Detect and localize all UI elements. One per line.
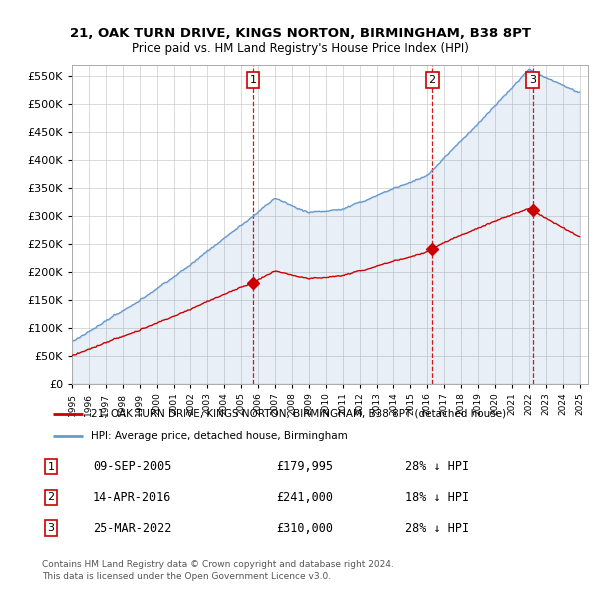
- Text: 25-MAR-2022: 25-MAR-2022: [93, 522, 172, 535]
- Text: £241,000: £241,000: [276, 491, 333, 504]
- Text: 21, OAK TURN DRIVE, KINGS NORTON, BIRMINGHAM, B38 8PT (detached house): 21, OAK TURN DRIVE, KINGS NORTON, BIRMIN…: [91, 409, 506, 418]
- Text: 3: 3: [529, 75, 536, 85]
- Text: 28% ↓ HPI: 28% ↓ HPI: [405, 522, 469, 535]
- Text: 2: 2: [428, 75, 436, 85]
- Text: 21, OAK TURN DRIVE, KINGS NORTON, BIRMINGHAM, B38 8PT: 21, OAK TURN DRIVE, KINGS NORTON, BIRMIN…: [70, 27, 530, 40]
- Text: 18% ↓ HPI: 18% ↓ HPI: [405, 491, 469, 504]
- Text: 1: 1: [47, 462, 55, 471]
- Text: Price paid vs. HM Land Registry's House Price Index (HPI): Price paid vs. HM Land Registry's House …: [131, 42, 469, 55]
- Text: 14-APR-2016: 14-APR-2016: [93, 491, 172, 504]
- Text: 3: 3: [47, 523, 55, 533]
- Text: £179,995: £179,995: [276, 460, 333, 473]
- Text: 1: 1: [250, 75, 256, 85]
- Text: HPI: Average price, detached house, Birmingham: HPI: Average price, detached house, Birm…: [91, 431, 347, 441]
- Text: £310,000: £310,000: [276, 522, 333, 535]
- Text: Contains HM Land Registry data © Crown copyright and database right 2024.
This d: Contains HM Land Registry data © Crown c…: [42, 560, 394, 581]
- Text: 09-SEP-2005: 09-SEP-2005: [93, 460, 172, 473]
- Text: 28% ↓ HPI: 28% ↓ HPI: [405, 460, 469, 473]
- Text: 2: 2: [47, 493, 55, 502]
